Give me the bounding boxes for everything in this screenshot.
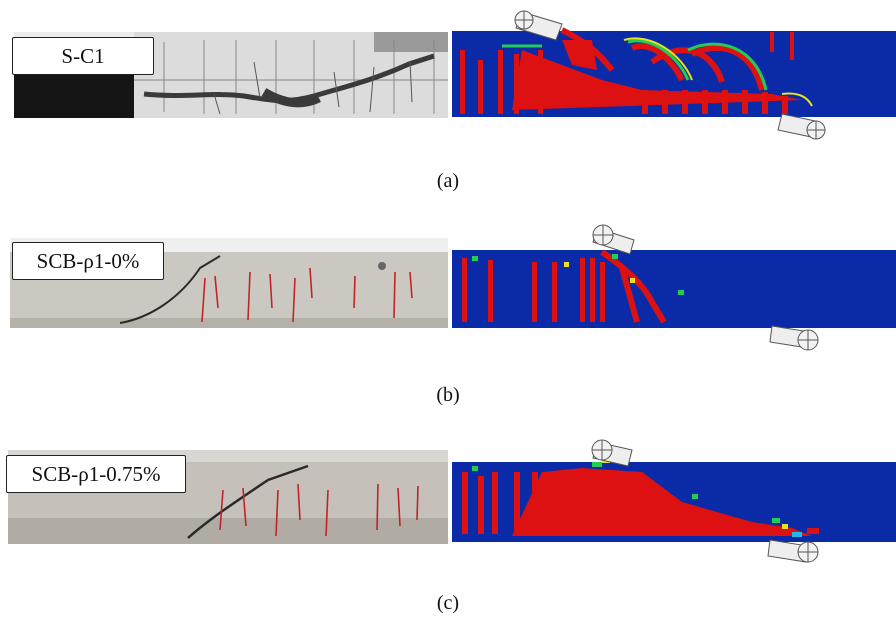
load-roller-icon <box>514 10 563 41</box>
load-roller-icon <box>592 224 635 255</box>
roller-support-icon <box>777 113 826 140</box>
caption-c: (c) <box>436 592 460 614</box>
fem-damage-map-b <box>452 222 896 352</box>
specimen-label-text-a: S-C1 <box>61 43 105 68</box>
roller-support-icon <box>769 325 819 351</box>
specimen-label-a: S-C1 <box>12 37 154 75</box>
specimen-label-c: SCB-ρ1-0.75% <box>6 455 186 493</box>
roller-support-icon <box>767 539 819 563</box>
specimen-photo-a <box>14 32 448 118</box>
load-roller-icon <box>591 439 633 467</box>
specimen-label-b: SCB-ρ1-0% <box>12 242 164 280</box>
caption-b: (b) <box>436 384 460 406</box>
fem-damage-map-c <box>452 432 896 572</box>
fem-damage-map-a <box>452 10 896 140</box>
specimen-label-text-b: SCB-ρ1-0% <box>36 248 140 273</box>
caption-a: (a) <box>436 170 460 192</box>
specimen-label-text-c: SCB-ρ1-0.75% <box>31 461 161 486</box>
